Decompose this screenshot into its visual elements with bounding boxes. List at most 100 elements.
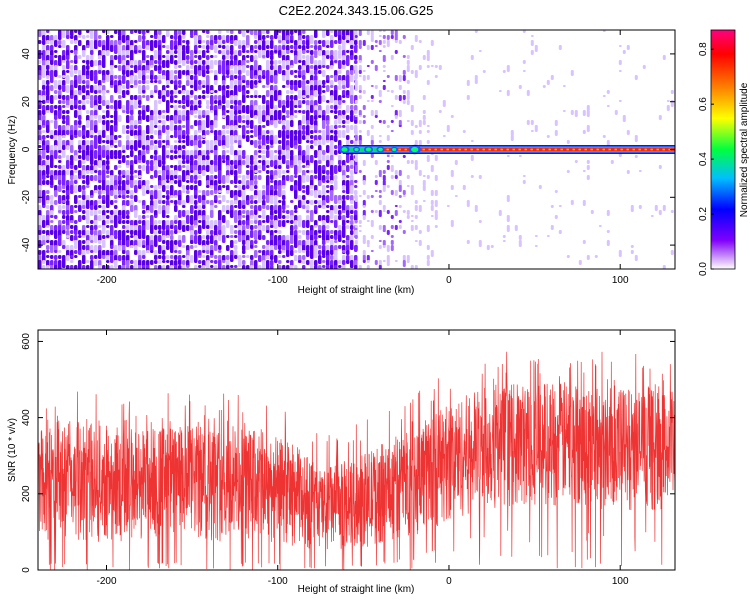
spectrogram-cell [182, 160, 186, 164]
spectrogram-cell [170, 45, 174, 50]
spectrogram-cell [286, 210, 290, 214]
spectrogram-cell [282, 265, 286, 269]
spectrogram-cell [166, 260, 170, 263]
spectrogram-cell [62, 220, 66, 224]
spectrogram-cell [630, 250, 634, 254]
spectrogram-cell [222, 225, 226, 231]
spectrogram-cell [154, 220, 158, 225]
spectrogram-cell [354, 120, 358, 123]
spectrogram-cell [118, 150, 122, 159]
x-tick-label: -100 [268, 576, 288, 587]
spectrogram-cell [74, 110, 78, 118]
spectrogram-cell [246, 80, 250, 86]
spectrogram-cell [318, 65, 322, 69]
spectrogram-cell [42, 180, 46, 185]
spectrogram-cell [102, 90, 106, 95]
spectrogram-cell [142, 160, 146, 163]
spectrogram-cell [234, 255, 238, 259]
spectrogram-cell [298, 105, 302, 108]
colorbar-tick-label: 0.0 [698, 262, 709, 276]
spectrogram-cell [214, 120, 218, 128]
spectrogram-cell [346, 135, 350, 140]
spectrogram-cell [190, 195, 194, 204]
spectrogram-cell [214, 55, 218, 58]
spectrogram-cell [222, 205, 226, 212]
spectrogram-cell [146, 150, 150, 154]
spectrogram-cell [346, 115, 350, 120]
spectrogram-cell [258, 140, 262, 145]
spectrogram-cell [254, 235, 258, 240]
spectrogram-cell [478, 50, 482, 52]
spectrogram-cell [390, 190, 394, 195]
spectrogram-cell [226, 55, 230, 59]
spectrogram-cell [190, 100, 194, 105]
spectrogram-cell [218, 85, 222, 91]
spectrogram-cell [350, 170, 354, 175]
spectrogram-cell [322, 255, 326, 258]
spectrogram-cell [406, 80, 410, 84]
spectrogram-cell [38, 230, 42, 235]
spectrogram-cell [62, 120, 66, 124]
spectrogram-cell [330, 170, 334, 176]
spectrogram-cell [270, 110, 274, 116]
spectrogram-cell [170, 200, 174, 203]
spectrogram-cell [318, 230, 322, 233]
spectrogram-cell [166, 185, 170, 189]
spectrogram-cell [58, 140, 62, 146]
spectrogram-cell [94, 175, 98, 181]
spectrogram-cell [662, 205, 666, 211]
spectrogram-cell [218, 250, 222, 253]
spectrogram-cell [254, 50, 258, 53]
spectrogram-cell [258, 165, 262, 169]
spectrogram-cell [338, 130, 342, 138]
spectrogram-cell [206, 105, 210, 109]
spectrogram-cell [298, 140, 302, 144]
spectrogram-cell [58, 45, 62, 48]
spectrogram-cell [274, 165, 278, 169]
colorbar-tick-label: 0.2 [698, 207, 709, 221]
spectrogram-cell [270, 200, 274, 204]
spectrogram-cell [134, 30, 138, 33]
spectrogram-cell [146, 80, 150, 84]
spectrogram-cell [74, 165, 78, 170]
spectrogram-cell [310, 155, 314, 163]
spectrogram-cell [138, 165, 142, 169]
spectrogram-cell [298, 220, 302, 227]
spectrogram-cell [178, 70, 182, 79]
spectrogram-cell [322, 240, 326, 245]
spectrogram-cell [382, 185, 386, 192]
spectrogram-cell [266, 255, 270, 259]
spectrogram-cell [150, 230, 154, 234]
spectrogram-cell [90, 40, 94, 46]
spectrogram-cell [270, 155, 274, 160]
spectrogram-cell [186, 130, 190, 135]
spectrogram-cell [238, 180, 242, 184]
spectrogram-cell [150, 135, 154, 139]
spectrogram-cell [130, 80, 134, 84]
spectrogram-cell [346, 210, 350, 216]
spectrogram-cell [634, 255, 638, 261]
spectrogram-cell [270, 65, 274, 70]
spectrogram-cell [158, 205, 162, 211]
spectrogram-cell [390, 225, 394, 229]
spectrogram-cell [122, 170, 126, 176]
spectrogram-cell [394, 190, 398, 196]
spectrogram-cell [306, 165, 310, 168]
spectrogram-cell [270, 250, 274, 256]
spectrogram-cell [322, 220, 326, 226]
spectrogram-cell [218, 215, 222, 221]
spectrogram-cell [242, 220, 246, 225]
spectrogram-cell [242, 80, 246, 83]
spectrogram-cell [114, 55, 118, 60]
spectrogram-cell [370, 85, 374, 87]
spectrogram-cell [226, 30, 230, 33]
spectrogram-cell [346, 120, 350, 124]
spectrogram-cell [66, 225, 70, 230]
spectrogram-cell [174, 155, 178, 159]
spectrogram-cell [42, 220, 46, 228]
spectrogram-cell [154, 265, 158, 269]
spectrogram-cell [278, 175, 282, 178]
spectrogram-cell [126, 85, 130, 89]
spectrogram-cell [126, 110, 130, 114]
